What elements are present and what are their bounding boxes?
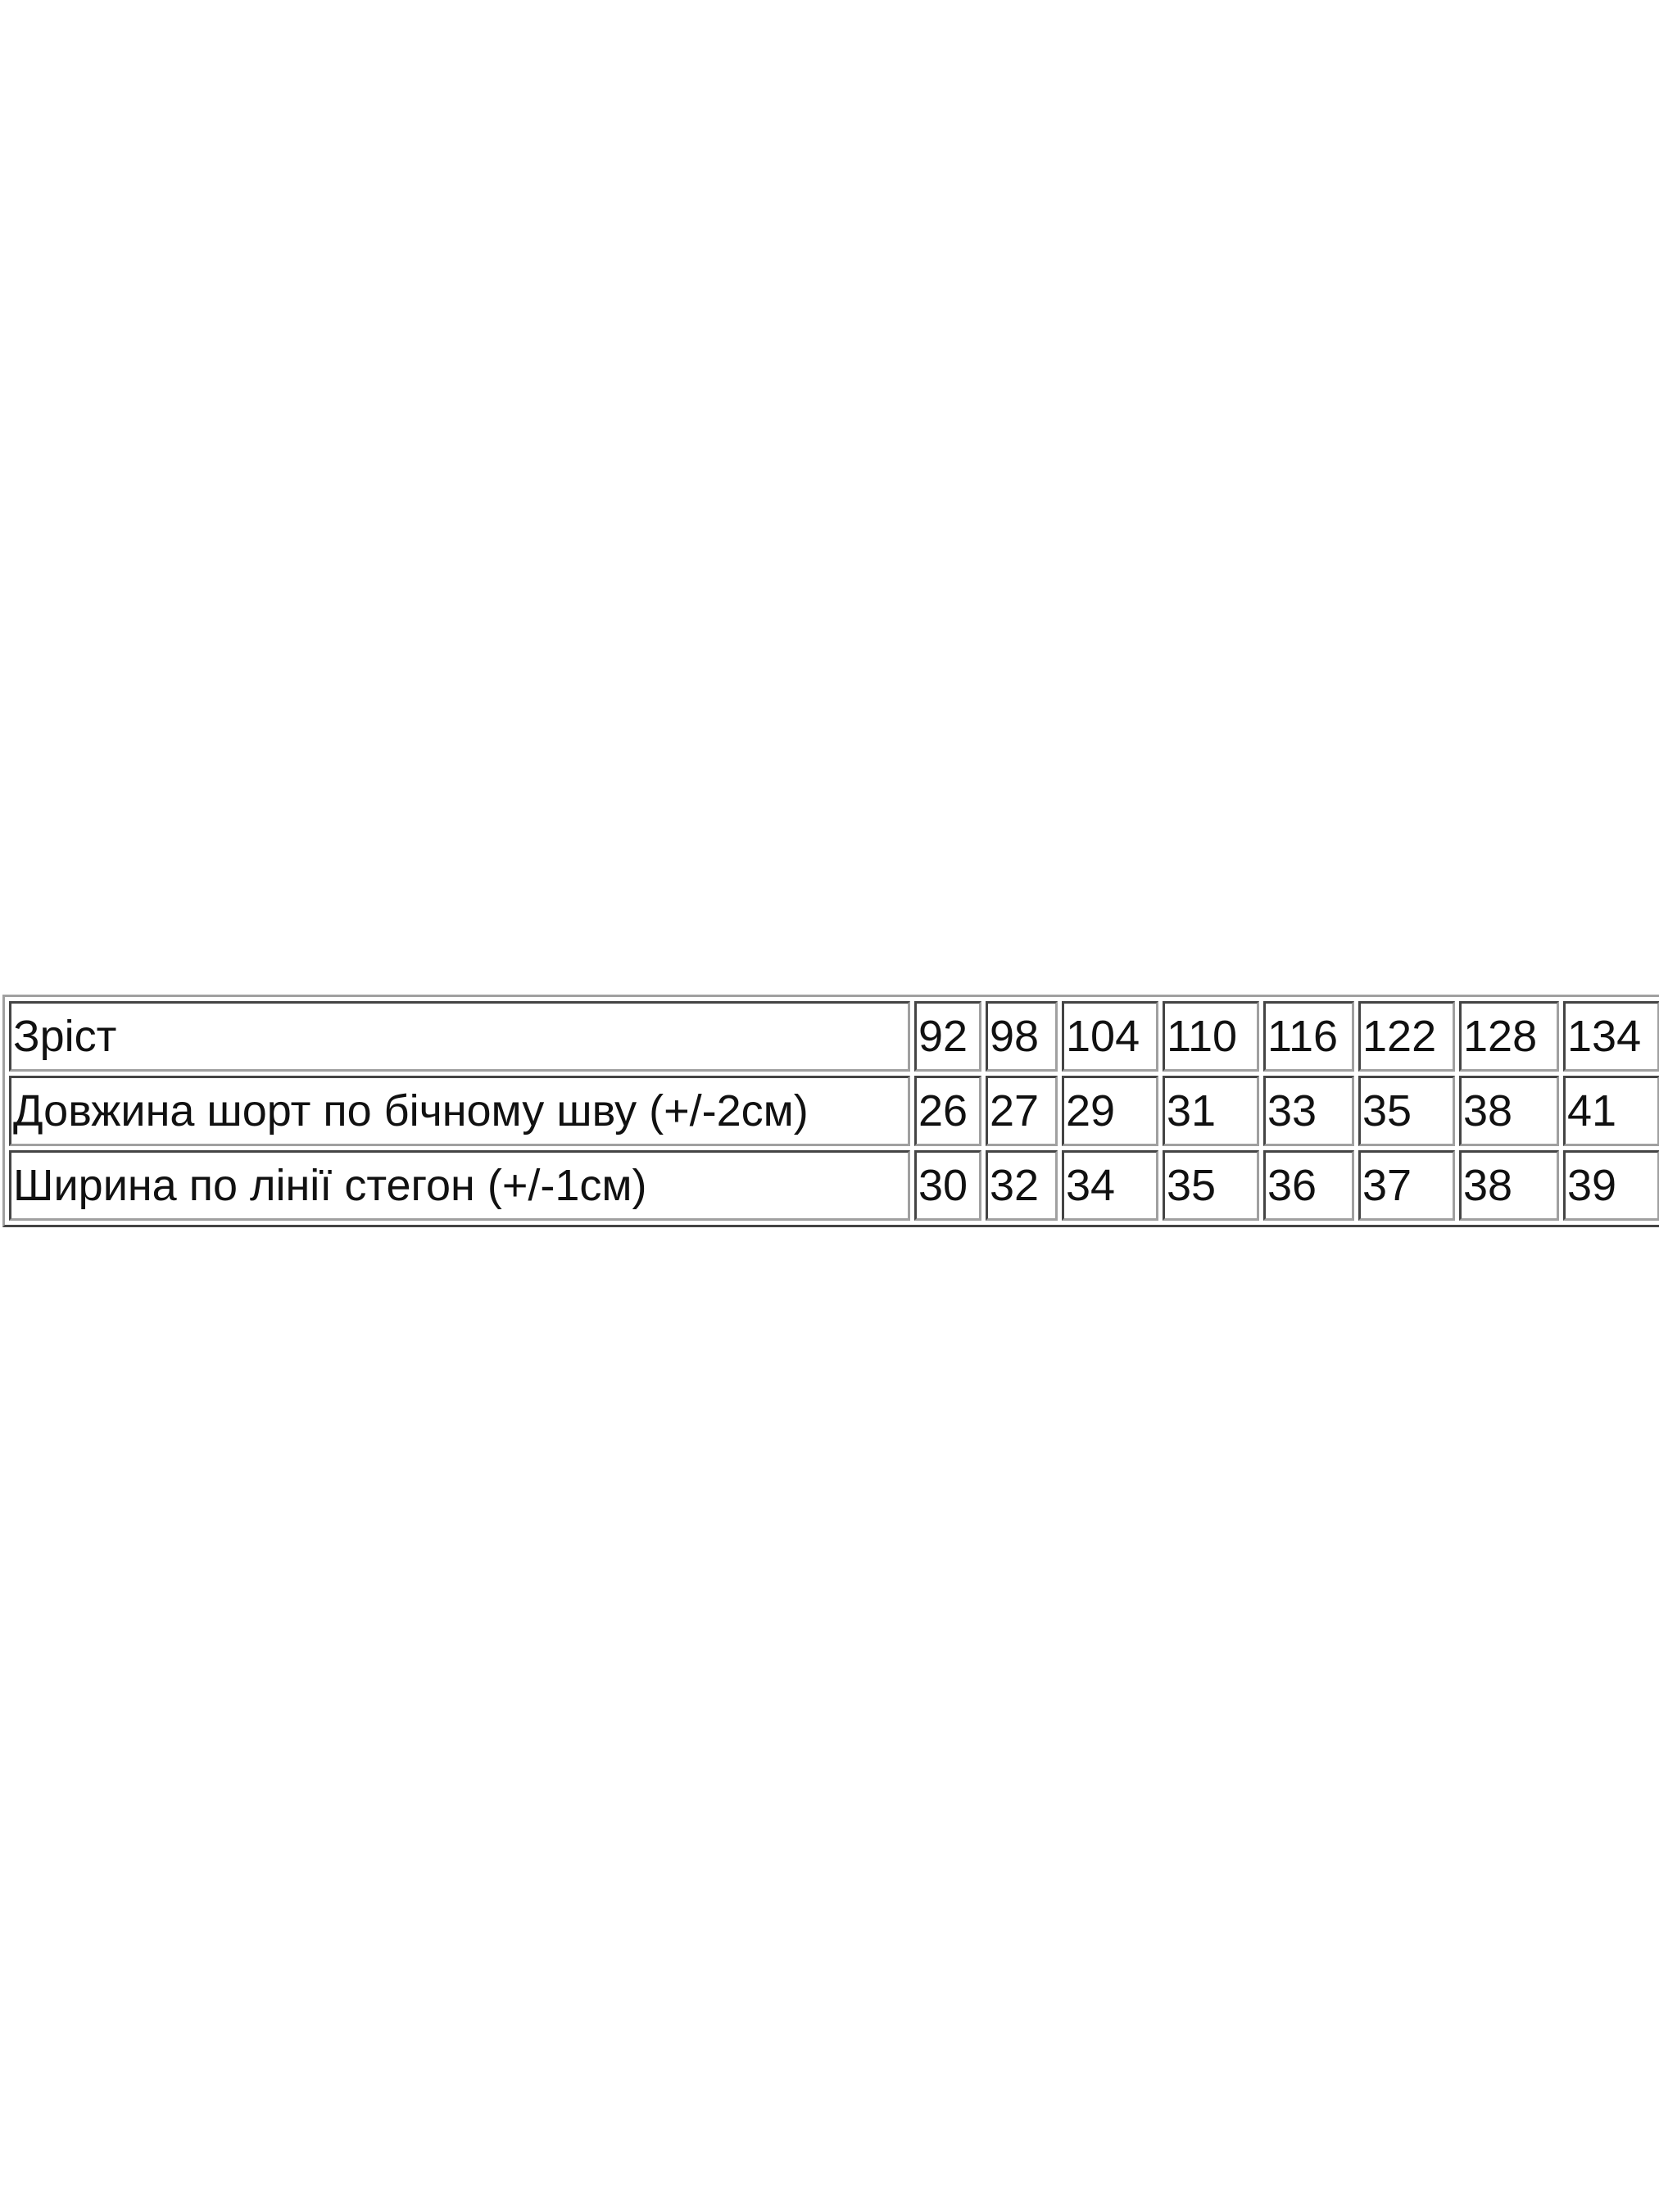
table-cell: 35 <box>1358 1076 1455 1146</box>
table-cell: 33 <box>1263 1076 1354 1146</box>
table-cell: 116 <box>1263 1001 1354 1072</box>
size-chart-table: Зріст 92 98 104 110 116 122 128 134 Довжина шорт … <box>2 995 1659 1227</box>
table-cell: 34 <box>1062 1150 1158 1221</box>
table-cell: 110 <box>1163 1001 1259 1072</box>
table-cell: 30 <box>914 1150 981 1221</box>
row-label: Довжина шорт по бічному шву (+/-2см) <box>9 1076 910 1146</box>
table-cell: 39 <box>1563 1150 1659 1221</box>
hip-width-row: Ширина по лінії стегон (+/-1см) 30 32 34 35 3… <box>9 1150 1659 1221</box>
table-cell: 38 <box>1459 1076 1559 1146</box>
table-cell: 26 <box>914 1076 981 1146</box>
table-cell: 29 <box>1062 1076 1158 1146</box>
table-cell: 38 <box>1459 1150 1559 1221</box>
table-cell: 122 <box>1358 1001 1455 1072</box>
shorts-length-row: Довжина шорт по бічному шву (+/-2см) 26 27… <box>9 1076 1659 1146</box>
table-cell: 35 <box>1163 1150 1259 1221</box>
table-cell: 27 <box>986 1076 1058 1146</box>
height-row: Зріст 92 98 104 110 116 122 128 134 <box>9 1001 1659 1072</box>
table-cell: 41 <box>1563 1076 1659 1146</box>
row-label: Ширина по лінії стегон (+/-1см) <box>9 1150 910 1221</box>
table-cell: 104 <box>1062 1001 1158 1072</box>
table-cell: 128 <box>1459 1001 1559 1072</box>
row-label: Зріст <box>9 1001 910 1072</box>
table-cell: 92 <box>914 1001 981 1072</box>
table-cell: 36 <box>1263 1150 1354 1221</box>
table-cell: 98 <box>986 1001 1058 1072</box>
table-cell: 134 <box>1563 1001 1659 1072</box>
table-cell: 37 <box>1358 1150 1455 1221</box>
table-cell: 31 <box>1163 1076 1259 1146</box>
table-cell: 32 <box>986 1150 1058 1221</box>
